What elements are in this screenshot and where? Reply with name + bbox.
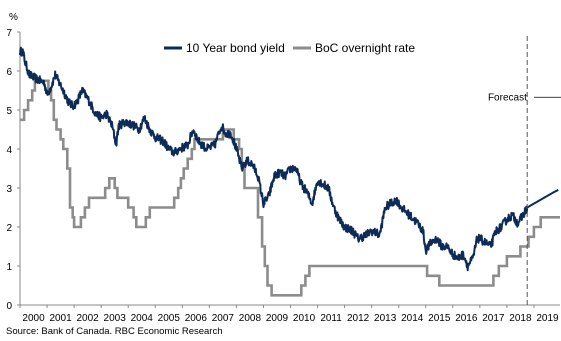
x-tick-label-2010: 2010 bbox=[293, 313, 316, 324]
series-group bbox=[19, 46, 560, 297]
forecast-label: Forecast bbox=[488, 92, 527, 103]
source-note: Source: Bank of Canada. RBC Economic Res… bbox=[6, 326, 223, 337]
series-line-overnight-rate bbox=[20, 79, 560, 297]
y-tick-label-5: 5 bbox=[6, 106, 12, 117]
x-tick-label-2014: 2014 bbox=[401, 313, 424, 324]
x-tick-label-2015: 2015 bbox=[428, 313, 451, 324]
annotations: Forecast bbox=[488, 36, 561, 305]
x-tick-label-2018: 2018 bbox=[509, 313, 532, 324]
x-tick-label-2008: 2008 bbox=[239, 313, 262, 324]
x-tick-label-2003: 2003 bbox=[104, 313, 127, 324]
x-tick-label-2012: 2012 bbox=[347, 313, 370, 324]
x-tick-label-2000: 2000 bbox=[22, 313, 45, 324]
x-tick-label-2009: 2009 bbox=[266, 313, 289, 324]
x-tick-label-2001: 2001 bbox=[49, 313, 72, 324]
y-tick-label-4: 4 bbox=[6, 145, 12, 156]
legend-label-bond-yield: 10 Year bond yield bbox=[186, 41, 285, 55]
x-tick-label-2017: 2017 bbox=[482, 313, 505, 324]
x-tick-label-2019: 2019 bbox=[536, 313, 559, 324]
x-tick-label-2016: 2016 bbox=[455, 313, 478, 324]
legend-label-overnight-rate: BoC overnight rate bbox=[315, 41, 415, 55]
series-line-bond-yield bbox=[19, 46, 559, 272]
y-tick-label-3: 3 bbox=[6, 184, 12, 195]
x-tick-label-2005: 2005 bbox=[158, 313, 181, 324]
y-tick-label-2: 2 bbox=[6, 223, 12, 234]
y-unit-label: % bbox=[9, 12, 18, 23]
x-tick-label-2002: 2002 bbox=[77, 313, 100, 324]
x-axis-ticks: 2000 2001 2002 2003 2004 2005 2006 2007 2008 2009… bbox=[19, 305, 559, 324]
legend: 10 Year bond yield BoC overnight rate bbox=[164, 41, 415, 55]
y-tick-label-1: 1 bbox=[6, 262, 12, 273]
x-tick-label-2007: 2007 bbox=[212, 313, 235, 324]
y-tick-label-0: 0 bbox=[6, 301, 12, 312]
x-tick-label-2011: 2011 bbox=[320, 313, 342, 324]
y-tick-label-7: 7 bbox=[6, 28, 12, 39]
x-tick-label-2006: 2006 bbox=[185, 313, 208, 324]
x-tick-label-2004: 2004 bbox=[131, 313, 154, 324]
x-tick-label-2013: 2013 bbox=[374, 313, 397, 324]
y-tick-label-6: 6 bbox=[6, 67, 12, 78]
